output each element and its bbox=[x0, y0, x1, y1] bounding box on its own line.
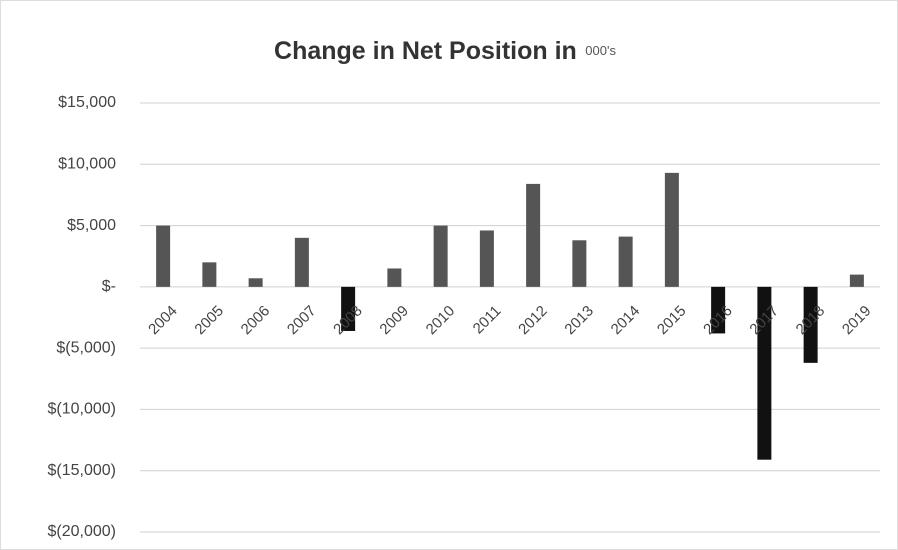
bar bbox=[341, 286, 356, 331]
bar bbox=[387, 268, 402, 287]
bar bbox=[711, 286, 726, 334]
bar bbox=[572, 240, 587, 287]
bar bbox=[202, 262, 217, 287]
y-tick-label: $10,000 bbox=[58, 156, 116, 173]
y-tick-label: $(10,000) bbox=[48, 401, 117, 418]
chart-subtitle: 000's bbox=[585, 43, 616, 58]
y-tick-label: $(20,000) bbox=[48, 523, 117, 540]
bar bbox=[849, 274, 864, 287]
bar bbox=[294, 237, 309, 287]
bar bbox=[664, 172, 679, 287]
bar bbox=[618, 236, 633, 287]
bar bbox=[526, 183, 541, 287]
y-tick-label: $(15,000) bbox=[48, 462, 117, 479]
bar bbox=[479, 230, 494, 287]
y-tick-label: $(5,000) bbox=[56, 339, 116, 356]
bar bbox=[156, 225, 171, 287]
y-tick-label: $15,000 bbox=[58, 94, 116, 111]
bar bbox=[757, 286, 772, 460]
bar bbox=[433, 225, 448, 287]
chart-title-group: Change in Net Position in 000's bbox=[274, 37, 616, 65]
chart-title: Change in Net Position in bbox=[274, 37, 577, 65]
bar bbox=[248, 278, 263, 287]
y-tick-label: $5,000 bbox=[67, 217, 116, 234]
y-tick-label: $- bbox=[102, 278, 116, 295]
bar bbox=[803, 286, 818, 363]
